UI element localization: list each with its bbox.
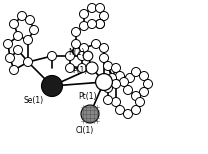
Circle shape: [140, 87, 149, 97]
Circle shape: [86, 62, 98, 74]
Circle shape: [144, 79, 152, 89]
Circle shape: [72, 28, 80, 36]
Circle shape: [96, 74, 112, 90]
Circle shape: [95, 4, 104, 12]
Circle shape: [115, 71, 125, 81]
Text: P(1): P(1): [72, 66, 87, 75]
Text: Pt(1): Pt(1): [78, 92, 97, 101]
Circle shape: [108, 73, 116, 83]
Circle shape: [14, 45, 22, 55]
Circle shape: [42, 75, 62, 97]
Circle shape: [120, 77, 129, 87]
Circle shape: [26, 16, 35, 24]
Circle shape: [83, 51, 93, 61]
Circle shape: [99, 43, 109, 53]
Circle shape: [78, 63, 87, 73]
Text: Se(1): Se(1): [24, 96, 44, 105]
Circle shape: [104, 61, 113, 71]
Circle shape: [88, 4, 97, 12]
Circle shape: [79, 43, 88, 53]
Circle shape: [14, 32, 22, 41]
Circle shape: [111, 63, 120, 73]
Circle shape: [30, 26, 38, 34]
Circle shape: [99, 12, 109, 20]
Circle shape: [95, 20, 104, 28]
Circle shape: [4, 39, 12, 49]
Circle shape: [131, 91, 140, 101]
Text: N(1): N(1): [68, 48, 84, 57]
Circle shape: [124, 85, 132, 95]
Circle shape: [72, 39, 80, 49]
Circle shape: [92, 39, 100, 49]
Circle shape: [81, 105, 99, 123]
Circle shape: [135, 97, 145, 107]
Circle shape: [79, 10, 88, 18]
Circle shape: [111, 97, 120, 107]
Circle shape: [95, 20, 104, 28]
Circle shape: [78, 51, 87, 61]
Circle shape: [125, 73, 135, 83]
Circle shape: [111, 79, 120, 89]
Circle shape: [131, 105, 140, 115]
Circle shape: [24, 57, 32, 67]
Circle shape: [47, 51, 57, 61]
Circle shape: [24, 36, 32, 45]
Circle shape: [115, 105, 125, 115]
Circle shape: [104, 95, 113, 105]
Circle shape: [66, 51, 74, 61]
Circle shape: [88, 20, 97, 28]
Circle shape: [79, 22, 88, 30]
Circle shape: [124, 109, 132, 118]
Text: Cl(1): Cl(1): [76, 126, 94, 135]
Circle shape: [104, 83, 113, 93]
Circle shape: [10, 20, 19, 28]
Circle shape: [17, 12, 26, 20]
Circle shape: [140, 71, 149, 81]
Circle shape: [131, 67, 140, 77]
Circle shape: [5, 53, 15, 63]
Circle shape: [66, 63, 74, 73]
Circle shape: [99, 53, 109, 63]
Circle shape: [10, 65, 19, 75]
